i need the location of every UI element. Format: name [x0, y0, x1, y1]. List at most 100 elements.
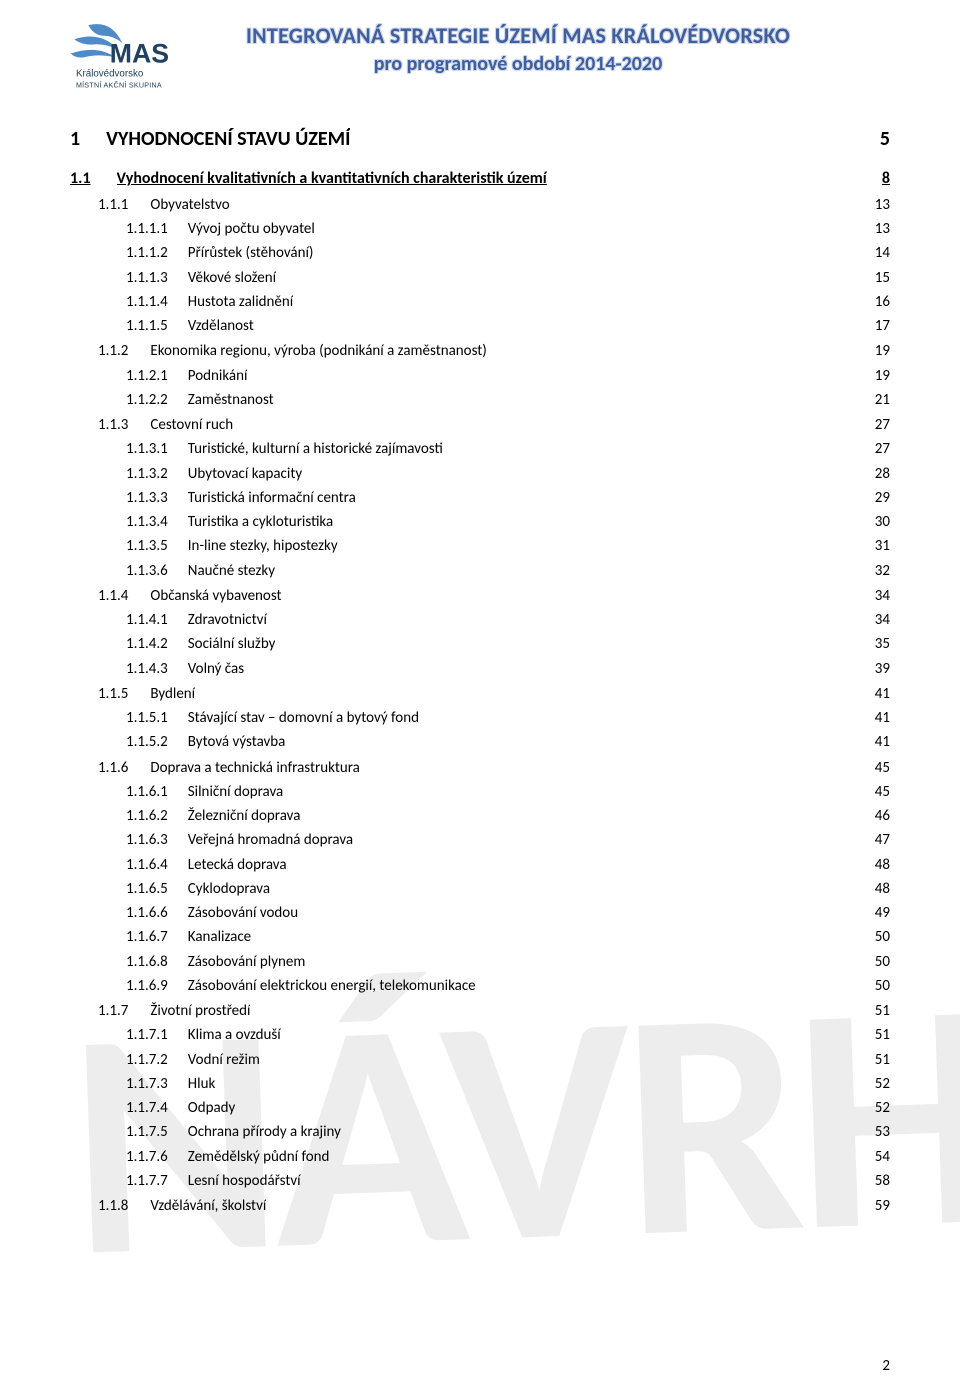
toc-entry[interactable]: 1.1.5.2Bytová výstavba41: [70, 731, 890, 754]
toc-page: 35: [859, 633, 890, 656]
toc-page: 41: [859, 731, 890, 754]
toc-entry[interactable]: 1.1.3.2Ubytovací kapacity28: [70, 463, 890, 486]
toc-entry[interactable]: 1.1.6.9Zásobování elektrickou energií, t…: [70, 975, 890, 998]
toc-entry[interactable]: 1.1.6.6Zásobování vodou49: [70, 902, 890, 925]
toc-page: 45: [859, 757, 890, 780]
toc-entry[interactable]: 1.1.7.3Hluk52: [70, 1073, 890, 1096]
toc-entry[interactable]: 1.1.3Cestovní ruch27: [70, 414, 890, 437]
toc-label: Bytová výstavba: [188, 731, 286, 754]
toc-label: Kanalizace: [188, 926, 251, 949]
toc-entry[interactable]: 1.1.1.1Vývoj počtu obyvatel13: [70, 218, 890, 241]
toc-entry[interactable]: 1.1.3.3Turistická informační centra29: [70, 487, 890, 510]
toc-number: 1.1.6.1: [126, 781, 168, 804]
toc-entry[interactable]: 1.1.6.5Cyklodoprava48: [70, 878, 890, 901]
toc-number: 1.1: [70, 167, 91, 192]
toc-page: 51: [859, 1024, 890, 1047]
toc-label: Lesní hospodářství: [188, 1170, 301, 1193]
toc-entry[interactable]: 1.1.7.2Vodní režim51: [70, 1049, 890, 1072]
toc-entry[interactable]: 1.1.4.2Sociální služby35: [70, 633, 890, 656]
toc-label: Podnikání: [188, 365, 248, 388]
toc-entry[interactable]: 1.1.6.7Kanalizace50: [70, 926, 890, 949]
toc-entry[interactable]: 1.1.2.1Podnikání19: [70, 365, 890, 388]
toc-entry[interactable]: 1.1.7.6Zemědělský půdní fond54: [70, 1146, 890, 1169]
toc-entry[interactable]: 1.1.1.4Hustota zalidnění16: [70, 291, 890, 314]
toc-number: 1.1.7: [98, 1000, 128, 1023]
toc-entry[interactable]: 1.1.7.7Lesní hospodářství58: [70, 1170, 890, 1193]
toc-number: 1.1.5.1: [126, 707, 168, 730]
toc-entry[interactable]: 1.1.3.1Turistické, kulturní a historické…: [70, 438, 890, 461]
toc-entry[interactable]: 1.1.5.1 Stávající stav – domovní a bytový…: [70, 707, 890, 730]
toc-label: Ochrana přírody a krajiny: [188, 1121, 341, 1144]
toc-number: 1.1.2.1: [126, 365, 168, 388]
toc-page: 52: [859, 1073, 890, 1096]
toc-page: 8: [866, 167, 890, 192]
toc-page: 21: [859, 389, 890, 412]
toc-number: 1.1.3.3: [126, 487, 168, 510]
toc-label: Vývoj počtu obyvatel: [188, 218, 315, 241]
toc-entry[interactable]: 1.1.2 Ekonomika regionu, výroba (podnikán…: [70, 340, 890, 363]
toc-label: Klima a ovzduší: [188, 1024, 281, 1047]
toc-entry[interactable]: 1.1.5Bydlení41: [70, 683, 890, 706]
toc-entry[interactable]: 1.1.7Životní prostředí51: [70, 1000, 890, 1023]
toc-label: Naučné stezky: [188, 560, 275, 583]
toc-entry[interactable]: 1.1.6.2Železniční doprava46: [70, 805, 890, 828]
toc-entry[interactable]: 1.1.1Obyvatelstvo13: [70, 194, 890, 217]
toc-number: 1.1.4.3: [126, 658, 168, 681]
toc-page: 48: [859, 854, 890, 877]
toc-page: 50: [859, 975, 890, 998]
toc-number: 1.1.6.7: [126, 926, 168, 949]
toc-label: Vodní režim: [188, 1049, 260, 1072]
toc-page: 39: [859, 658, 890, 681]
logo-text-sub1: Královédvorsko: [76, 69, 144, 80]
logo-icon: MAS Královédvorsko MÍSTNÍ AKČNÍ SKUPINA: [70, 18, 178, 98]
toc-entry[interactable]: 1.1.3.4Turistika a cykloturistika30: [70, 511, 890, 534]
toc-page: 13: [859, 194, 890, 217]
toc-entry[interactable]: 1.1.1.3Věkové složení15: [70, 267, 890, 290]
toc-number: 1.1.6.4: [126, 854, 168, 877]
toc-page: 34: [859, 585, 890, 608]
toc-entry[interactable]: 1.1.7.1 Klima a ovzduší 51: [70, 1024, 890, 1047]
toc-entry[interactable]: 1.1.2.2Zaměstnanost21: [70, 389, 890, 412]
toc-label: Ekonomika regionu, výroba (podnikání a z…: [150, 340, 486, 363]
toc-number: 1.1.7.6: [126, 1146, 168, 1169]
toc-number: 1.1.6.9: [126, 975, 168, 998]
toc-entry[interactable]: 1.1Vyhodnocení kvalitativních a kvantita…: [70, 167, 890, 192]
toc-entry[interactable]: 1.1.1.2Přírůstek (stěhování)14: [70, 242, 890, 265]
toc-entry[interactable]: 1.1.3.6Naučné stezky32: [70, 560, 890, 583]
toc-label: Silniční doprava: [188, 781, 283, 804]
toc-page: 34: [859, 609, 890, 632]
toc-entry[interactable]: 1.1.7.5Ochrana přírody a krajiny53: [70, 1121, 890, 1144]
toc-entry[interactable]: 1.1.6Doprava a technická infrastruktura4…: [70, 757, 890, 780]
toc-label: Obyvatelstvo: [150, 194, 229, 217]
toc-page: 5: [864, 124, 890, 155]
toc-entry[interactable]: 1.1.6.8Zásobování plynem50: [70, 951, 890, 974]
toc-entry[interactable]: 1.1.3.5In-line stezky, hipostezky31: [70, 535, 890, 558]
toc-page: 51: [859, 1049, 890, 1072]
toc-label: Veřejná hromadná doprava: [188, 829, 353, 852]
toc-entry[interactable]: 1VYHODNOCENÍ STAVU ÚZEMÍ5: [70, 124, 890, 155]
toc-page: 41: [859, 707, 890, 730]
toc-label: Hustota zalidnění: [188, 291, 293, 314]
toc-label: Ubytovací kapacity: [188, 463, 302, 486]
toc-entry[interactable]: 1.1.4Občanská vybavenost34: [70, 585, 890, 608]
toc-entry[interactable]: 1.1.4.3Volný čas39: [70, 658, 890, 681]
toc-entry[interactable]: 1.1.6.4Letecká doprava48: [70, 854, 890, 877]
toc-number: 1.1.3.4: [126, 511, 168, 534]
toc-number: 1.1.7.1: [126, 1024, 168, 1047]
toc-entry[interactable]: 1.1.6.3Veřejná hromadná doprava47: [70, 829, 890, 852]
toc-entry[interactable]: 1.1.8Vzdělávání, školství59: [70, 1195, 890, 1218]
toc-label: Stávající stav – domovní a bytový fond: [188, 707, 419, 730]
toc-number: 1.1.1.3: [126, 267, 168, 290]
toc-number: 1.1.2: [98, 340, 128, 363]
toc-entry[interactable]: 1.1.7.4Odpady52: [70, 1097, 890, 1120]
toc-entry[interactable]: 1.1.6.1Silniční doprava45: [70, 781, 890, 804]
toc-page: 51: [859, 1000, 890, 1023]
logo-text-main: MAS: [110, 38, 169, 68]
toc-number: 1.1.5: [98, 683, 128, 706]
toc-number: 1.1.3.5: [126, 535, 168, 558]
document-subtitle: pro programové období 2014-2020: [206, 52, 830, 76]
toc-entry[interactable]: 1.1.1.5Vzdělanost17: [70, 315, 890, 338]
toc-label: Hluk: [188, 1073, 216, 1096]
toc-number: 1.1.6: [98, 757, 128, 780]
toc-entry[interactable]: 1.1.4.1Zdravotnictví34: [70, 609, 890, 632]
